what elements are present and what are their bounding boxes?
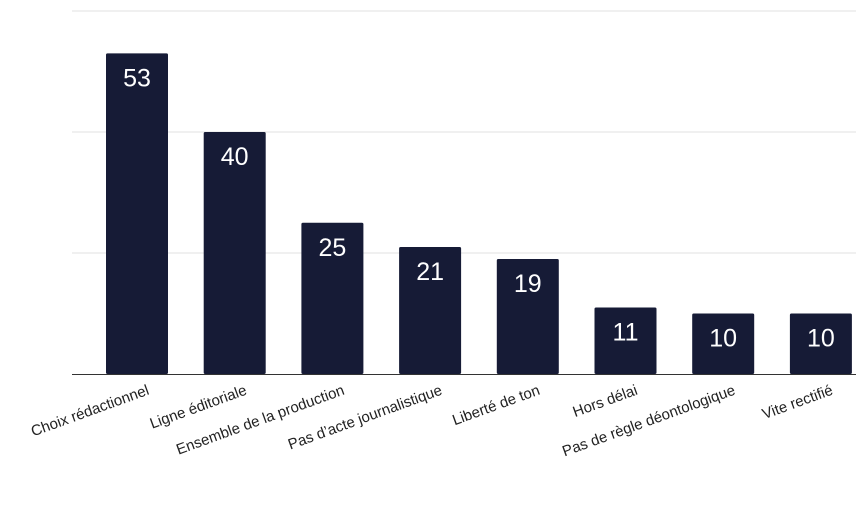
bar-value-label: 53: [123, 64, 151, 92]
bar-8: [789, 313, 852, 374]
x-tick-label: Liberté de ton: [450, 382, 542, 429]
bar-7: [692, 313, 755, 374]
bar-value-label: 21: [416, 258, 444, 286]
bar-value-labels: 53 40 25 21 19 11 10 10: [123, 64, 835, 352]
x-tick-label: Choix rédactionnel: [29, 382, 152, 440]
bar-6: [594, 307, 657, 374]
bar-1: [106, 53, 168, 374]
bar-value-label: 19: [514, 270, 542, 298]
x-tick-label: Hors délai: [571, 382, 640, 421]
bars: [106, 53, 852, 374]
bar-value-label: 10: [709, 325, 737, 353]
gridlines: [72, 10, 856, 254]
bar-5: [496, 259, 559, 374]
bar-value-label: 40: [221, 143, 249, 171]
bar-value-label: 11: [613, 318, 639, 346]
bar-value-label: 25: [318, 234, 346, 262]
x-tick-label: Pas de règle déontologique: [560, 382, 737, 460]
bar-2: [203, 132, 266, 374]
bar-value-label: 10: [807, 325, 835, 353]
bar-3: [301, 222, 364, 374]
x-tick-label: Vite rectifié: [760, 382, 835, 423]
x-tick-label: Ensemble de la production: [174, 382, 347, 459]
bar-4: [399, 246, 462, 374]
